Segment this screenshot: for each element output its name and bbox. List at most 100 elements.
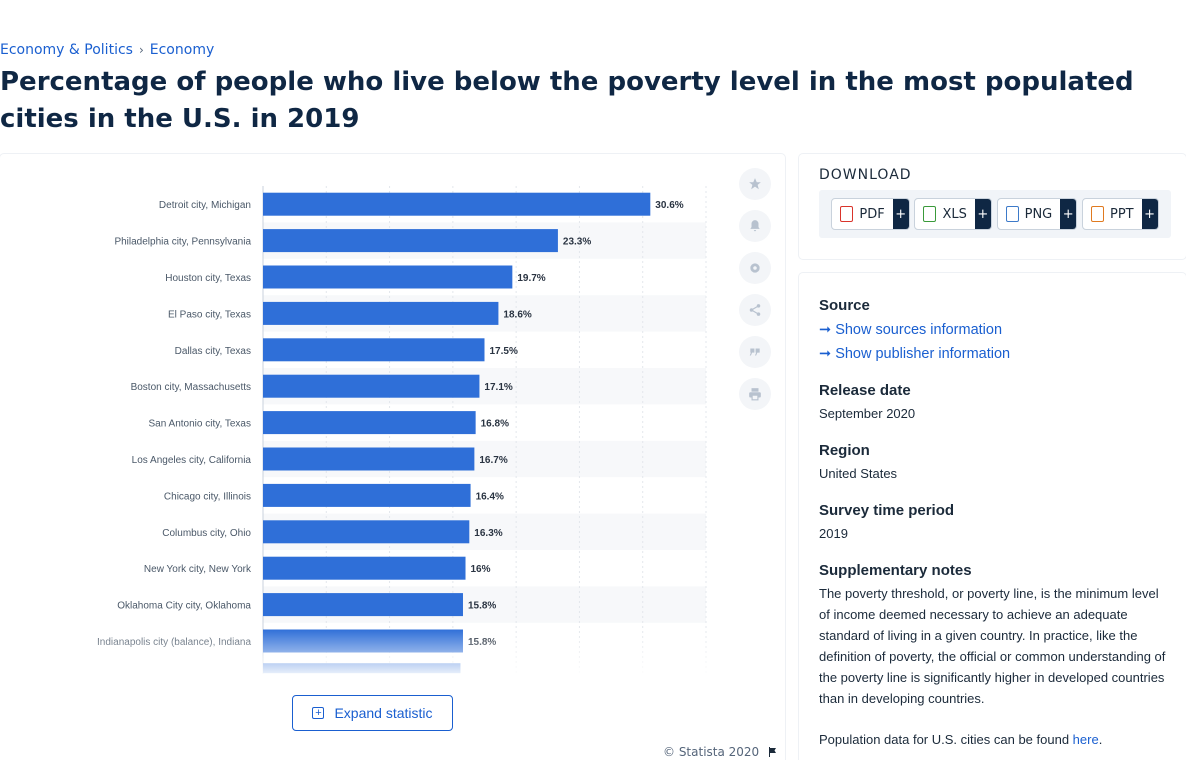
expand-statistic-button[interactable]: + Expand statistic <box>292 695 453 731</box>
settings-button[interactable] <box>739 252 771 284</box>
print-button[interactable] <box>739 378 771 410</box>
xls-file-icon <box>923 206 937 222</box>
region-value: United States <box>819 466 898 481</box>
category-label: San Antonio city, Texas <box>149 419 251 430</box>
category-label: Houston city, Texas <box>165 273 251 284</box>
category-label: Dallas city, Texas <box>175 346 251 357</box>
category-label: Columbus city, Ohio <box>162 528 251 539</box>
download-title: DOWNLOAD <box>819 167 912 183</box>
bar[interactable] <box>263 593 463 617</box>
value-label: 15.8% <box>468 601 496 612</box>
download-png-button[interactable]: PNG + <box>996 198 1078 230</box>
show-sources-text: Show sources information <box>835 322 1003 338</box>
breadcrumb-item-economy[interactable]: Economy <box>149 42 215 58</box>
arrow-right-icon: ➞ <box>819 346 836 362</box>
bar[interactable] <box>263 447 475 471</box>
fade-overlay <box>0 629 720 680</box>
download-card: DOWNLOAD PDF + XLS + PNG + <box>799 154 1186 259</box>
value-label: 16.4% <box>476 491 504 502</box>
survey-period-value: 2019 <box>819 526 848 541</box>
value-label: 16.8% <box>481 419 509 430</box>
gear-icon <box>750 263 760 273</box>
bar[interactable] <box>263 520 470 544</box>
category-label: Detroit city, Michigan <box>159 200 251 211</box>
bar[interactable] <box>263 374 480 398</box>
category-label: Los Angeles city, California <box>132 455 252 466</box>
category-label: El Paso city, Texas <box>168 309 251 320</box>
value-label: 16.7% <box>479 455 507 466</box>
value-label: 16% <box>471 564 491 575</box>
download-xls-main: XLS <box>915 199 974 229</box>
plus-icon: + <box>312 707 325 719</box>
flag-icon[interactable] <box>767 746 779 758</box>
download-xls-label: XLS <box>942 206 967 222</box>
bar[interactable] <box>263 483 471 507</box>
survey-period-label: Survey time period <box>819 502 955 519</box>
release-value: September 2020 <box>819 406 916 421</box>
category-label: Oklahoma City city, Oklahoma <box>117 601 251 612</box>
page-title: Percentage of people who live below the … <box>0 67 1134 134</box>
bar[interactable] <box>263 338 485 362</box>
bar[interactable] <box>263 229 558 253</box>
download-png-label: PNG <box>1024 206 1053 222</box>
share-icon <box>749 304 761 316</box>
pdf-file-icon <box>840 206 854 222</box>
value-label: 16.3% <box>474 528 502 539</box>
supplementary-notes-label: Supplementary notes <box>819 562 972 579</box>
population-note-prefix: Population data for U.S. cities can be f… <box>819 732 1073 747</box>
breadcrumb-separator: › <box>138 43 144 57</box>
value-label: 23.3% <box>563 237 591 248</box>
bell-icon <box>750 220 760 232</box>
expand-statistic-label: Expand statistic <box>334 705 433 721</box>
show-publisher-text: Show publisher information <box>835 346 1011 362</box>
notification-button[interactable] <box>739 210 771 242</box>
quote-icon <box>749 348 760 356</box>
value-label: 17.5% <box>490 346 518 357</box>
show-sources-link[interactable]: ➞ Show sources information <box>819 318 1166 342</box>
chart-tools <box>739 168 771 410</box>
download-ppt-button[interactable]: PPT + <box>1082 198 1159 230</box>
download-xls-plus[interactable]: + <box>974 199 991 229</box>
release-label: Release date <box>819 382 911 399</box>
download-pdf-label: PDF <box>859 206 885 222</box>
bar[interactable] <box>263 265 513 289</box>
cite-button[interactable] <box>739 336 771 368</box>
value-label: 19.7% <box>517 273 545 284</box>
category-label: Chicago city, Illinois <box>164 491 251 502</box>
population-note-link[interactable]: here <box>1072 732 1099 747</box>
png-file-icon <box>1005 206 1019 222</box>
bar[interactable] <box>263 411 476 435</box>
copyright: © Statista 2020 <box>663 745 779 759</box>
region-label: Region <box>819 442 870 459</box>
share-button[interactable] <box>739 294 771 326</box>
download-png-main: PNG <box>998 199 1061 229</box>
download-ppt-label: PPT <box>1110 206 1134 222</box>
info-card: Source ➞ Show sources information ➞ Show… <box>799 273 1186 760</box>
download-ppt-main: PPT <box>1083 199 1142 229</box>
bar[interactable] <box>263 192 651 216</box>
download-pdf-plus[interactable]: + <box>892 199 909 229</box>
download-pdf-button[interactable]: PDF + <box>831 198 910 230</box>
download-xls-button[interactable]: XLS + <box>914 198 992 230</box>
chart-card: Detroit city, Michigan 30.6% Philadelphia … <box>0 154 785 760</box>
value-label: 18.6% <box>503 309 531 320</box>
category-label: Philadelphia city, Pennsylvania <box>114 237 251 248</box>
print-icon <box>749 388 761 401</box>
category-label: New York city, New York <box>144 564 252 575</box>
download-ppt-plus[interactable]: + <box>1141 199 1158 229</box>
bar[interactable] <box>263 301 499 325</box>
supplementary-notes-text: The poverty threshold, or poverty line, … <box>819 586 1166 706</box>
arrow-right-icon: ➞ <box>819 322 836 338</box>
source-label: Source <box>819 297 870 314</box>
show-publisher-link[interactable]: ➞ Show publisher information <box>819 342 1166 366</box>
ppt-file-icon <box>1091 206 1104 222</box>
population-note-suffix: . <box>1098 732 1103 747</box>
bar[interactable] <box>263 556 466 580</box>
favorite-button[interactable] <box>739 168 771 200</box>
value-label: 17.1% <box>484 382 512 393</box>
download-png-plus[interactable]: + <box>1060 199 1077 229</box>
download-buttons: PDF + XLS + PNG + PPT + <box>819 190 1171 238</box>
copyright-text: © Statista 2020 <box>663 745 760 759</box>
value-label: 30.6% <box>655 200 683 211</box>
breadcrumb-item-economy-politics[interactable]: Economy & Politics <box>0 42 133 58</box>
